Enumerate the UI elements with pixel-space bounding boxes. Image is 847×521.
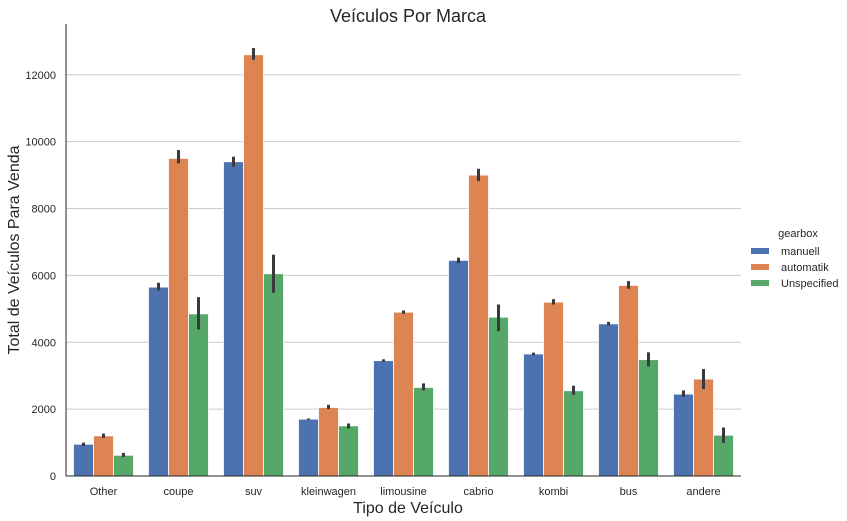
y-tick-label: 4000 [32,337,56,349]
axes [65,24,741,477]
bar [448,259,469,477]
x-tick-label: coupe [164,486,194,498]
x-axis-title: Tipo de Veículo [353,500,463,517]
bar [618,285,639,477]
x-tick-label: andere [686,486,720,498]
legend-label: automatik [781,262,829,274]
y-tick-label: 0 [50,471,56,483]
bar [243,54,264,477]
legend: gearbox manuell automatik Unspecified [751,228,838,290]
bar [638,359,659,477]
bar [93,435,114,477]
x-tick-label: cabrio [464,486,494,498]
bar [523,353,544,477]
bar [113,454,134,477]
x-tick-label: bus [620,486,638,498]
tick-labels: 0 2000 4000 6000 8000 10000 12000 Other coupe suv… [25,70,720,498]
y-tick-label: 8000 [32,204,56,216]
error-bars [82,48,725,457]
x-tick-label: limousine [380,486,426,498]
x-tick-label: kombi [539,486,568,498]
legend-swatch [751,248,769,254]
x-tick-label: suv [245,486,263,498]
bar [223,161,244,477]
bar [298,418,319,477]
bar [393,311,414,477]
bar [693,378,714,477]
bar [168,157,189,477]
y-tick-label: 10000 [25,137,56,149]
bar [263,273,284,477]
bar [598,323,619,477]
chart-title: Veículos Por Marca [330,6,487,26]
bar [338,425,359,477]
y-axis-title: Total de Veículos Para Venda [6,145,23,354]
legend-label: Unspecified [781,278,838,290]
x-tick-label: kleinwagen [301,486,356,498]
bar [468,174,489,477]
bar [413,387,434,477]
bar [673,393,694,477]
legend-title: gearbox [778,228,818,240]
legend-swatch [751,280,769,286]
bar [148,286,169,477]
y-tick-label: 12000 [25,70,56,82]
y-tick-label: 6000 [32,270,56,282]
bar [73,443,94,477]
legend-swatch [751,264,769,270]
x-tick-label: Other [90,486,118,498]
bar [488,316,509,477]
bars [73,54,734,477]
bar [563,390,584,477]
y-tick-label: 2000 [32,404,56,416]
bar [543,301,564,477]
legend-label: manuell [781,246,820,258]
bar [373,360,394,477]
bar [318,407,339,477]
bar [188,313,209,477]
